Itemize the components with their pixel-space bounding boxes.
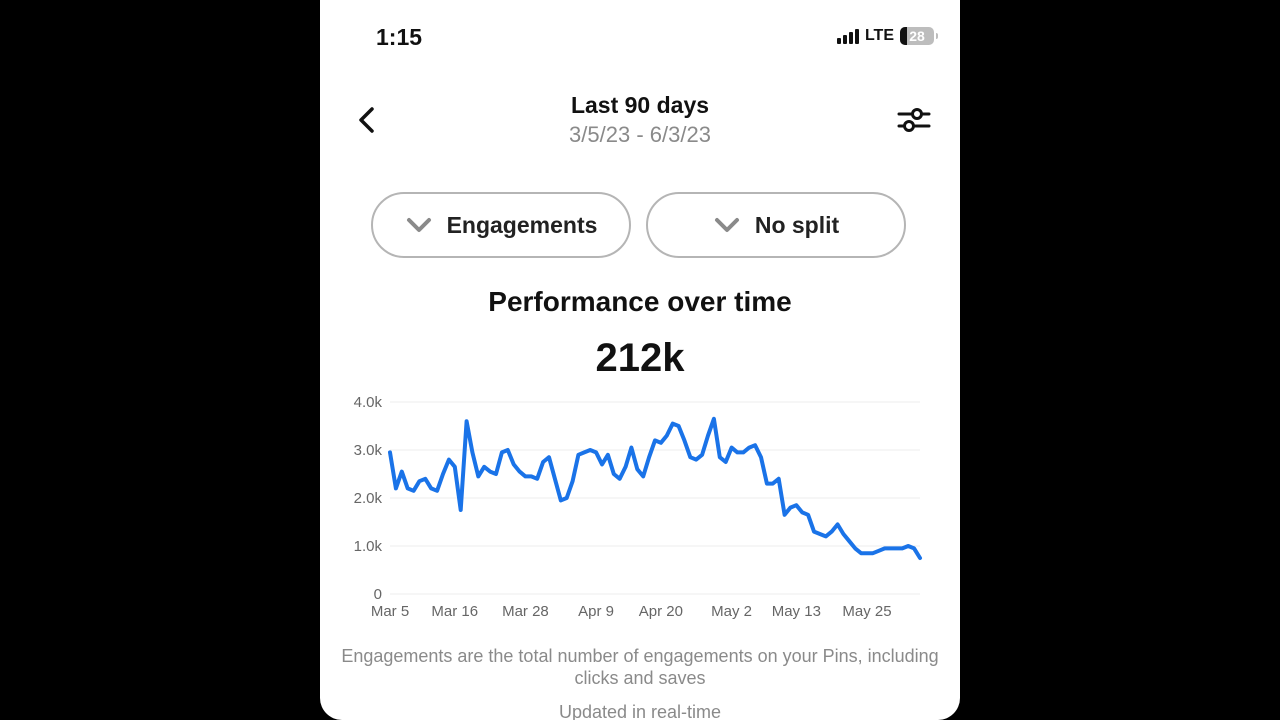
status-time: 1:15: [376, 24, 423, 50]
chevron-down-icon: [406, 218, 431, 232]
split-dropdown[interactable]: No split: [646, 192, 906, 258]
x-tick-label: Mar 28: [502, 603, 549, 620]
x-tick-label: May 2: [711, 603, 752, 620]
y-tick-label: 0: [374, 586, 382, 603]
page-title: Last 90 days: [570, 92, 710, 118]
split-dropdown-label: No split: [754, 211, 840, 238]
date-range: 3/5/23 - 6/3/23: [569, 122, 711, 147]
y-tick-label: 4.0k: [354, 394, 383, 411]
metric-dropdown-label: Engagements: [446, 211, 598, 238]
updated-note: Updated in real-time: [558, 702, 722, 720]
chevron-left-icon: [359, 107, 374, 133]
total-value: 212k: [595, 336, 685, 380]
x-tick-label: Apr 20: [639, 603, 683, 620]
network-label: LTE: [864, 27, 894, 44]
status-icons: LTE 28: [836, 27, 938, 45]
chart-caption: Engagements are the total number of enga…: [341, 646, 939, 688]
series-line: [388, 416, 922, 560]
y-tick-label: 3.0k: [354, 442, 383, 459]
chevron-down-icon: [714, 218, 739, 232]
signal-icon: [836, 28, 859, 44]
back-button[interactable]: [354, 104, 382, 136]
phone-screen: 1:15 LTE 28 Last 90 days 3/5/23 - 6/3/23…: [320, 0, 960, 720]
sliders-icon: [897, 108, 931, 132]
y-tick-label: 1.0k: [354, 538, 383, 555]
battery-level: 28: [909, 28, 925, 44]
x-tick-label: May 25: [842, 603, 891, 620]
y-tick-label: 2.0k: [354, 490, 383, 507]
filter-button[interactable]: [896, 104, 932, 136]
chart-title: Performance over time: [488, 286, 792, 317]
metric-dropdown[interactable]: Engagements: [371, 192, 631, 258]
battery-icon: 28: [900, 27, 938, 45]
x-tick-label: Mar 5: [371, 603, 409, 620]
x-tick-label: May 13: [772, 603, 821, 620]
x-tick-label: Apr 9: [578, 603, 614, 620]
x-tick-label: Mar 16: [431, 603, 478, 620]
